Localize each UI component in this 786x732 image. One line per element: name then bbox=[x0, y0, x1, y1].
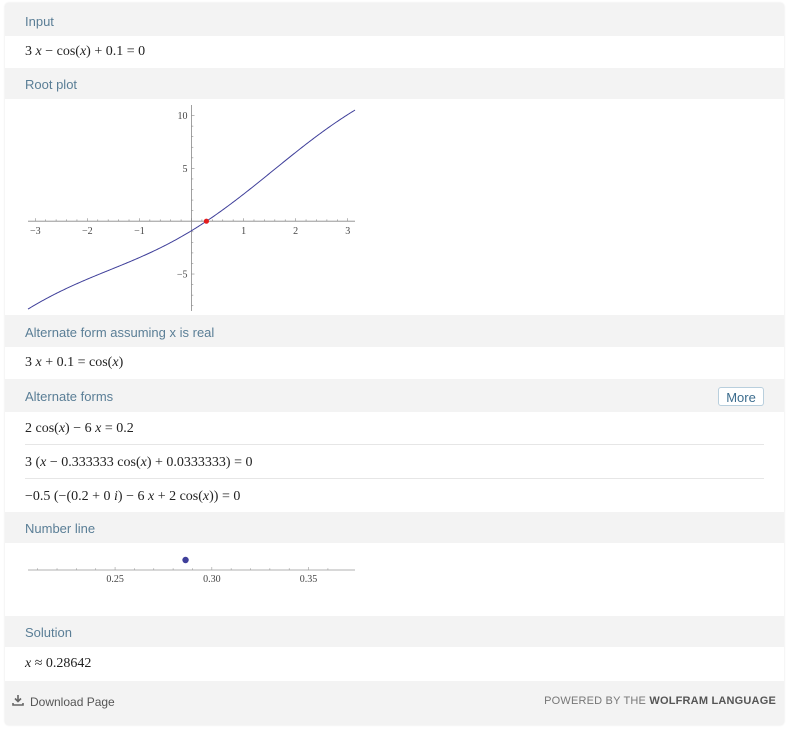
alternate-form-1: 2 cos(x) − 6 x = 0.2 bbox=[25, 421, 134, 436]
pod-title-alternate-forms: Alternate forms bbox=[25, 389, 114, 404]
number-line-point bbox=[182, 556, 189, 564]
pod-header-input: Input bbox=[5, 3, 784, 36]
y-tick-label: −5 bbox=[177, 270, 188, 281]
pod-title-solution: Solution bbox=[25, 625, 72, 640]
download-page-button[interactable]: Download Page bbox=[12, 694, 115, 709]
pod-title-alternate-real: Alternate form assuming x is real bbox=[25, 325, 215, 340]
x-tick-label: −2 bbox=[82, 226, 93, 237]
download-page-label: Download Page bbox=[30, 694, 115, 709]
powered-brand: WOLFRAM LANGUAGE bbox=[649, 695, 776, 707]
divider bbox=[25, 444, 764, 445]
root-plot-chart: −3 −2 −1 1 2 3 10 5 −5 bbox=[27, 105, 356, 311]
number-line-chart: 0.25 0.30 0.35 bbox=[28, 556, 355, 585]
pod-header-alternate-forms: Alternate forms More bbox=[5, 379, 784, 412]
result-panel: Input 3 x − cos(x) + 0.1 = 0 Root plot −… bbox=[5, 3, 784, 725]
number-line-tick-label: 0.25 bbox=[106, 574, 124, 585]
pod-content-alternate-forms: 2 cos(x) − 6 x = 0.2 3 (x − 0.333333 cos… bbox=[5, 412, 784, 512]
input-expression: 3 x − cos(x) + 0.1 = 0 bbox=[25, 44, 146, 59]
pod-header-number-line: Number line bbox=[5, 512, 784, 543]
pod-header-alternate-real: Alternate form assuming x is real bbox=[5, 315, 784, 347]
pod-title-number-line: Number line bbox=[25, 521, 96, 536]
alternate-form-3: −0.5 (−(0.2 + 0 i) − 6 x + 2 cos(x)) = 0 bbox=[25, 489, 241, 504]
alternate-form-2: 3 (x − 0.333333 cos(x) + 0.0333333) = 0 bbox=[25, 455, 253, 470]
pod-content-input: 3 x − cos(x) + 0.1 = 0 bbox=[5, 36, 784, 68]
y-tick-label: 5 bbox=[183, 164, 188, 175]
number-line-tick-label: 0.30 bbox=[203, 574, 221, 585]
x-tick-label: 3 bbox=[345, 226, 350, 237]
pod-content-solution: x ≈ 0.28642 bbox=[5, 647, 784, 681]
powered-prefix: POWERED BY THE bbox=[544, 695, 647, 707]
pod-content-root-plot: −3 −2 −1 1 2 3 10 5 −5 bbox=[5, 99, 784, 315]
root-point bbox=[203, 218, 210, 224]
root-plot-curve bbox=[27, 109, 356, 310]
download-icon bbox=[12, 694, 24, 709]
pod-title-root-plot: Root plot bbox=[25, 77, 78, 92]
x-tick-label: 2 bbox=[293, 226, 298, 237]
pod-content-alternate-real: 3 x + 0.1 = cos(x) bbox=[5, 347, 784, 379]
powered-by: POWERED BY THE WOLFRAM LANGUAGE bbox=[544, 695, 776, 707]
pod-header-root-plot: Root plot bbox=[5, 68, 784, 99]
x-tick-label: −1 bbox=[134, 226, 145, 237]
y-tick-label: 10 bbox=[178, 111, 188, 122]
pod-title-input: Input bbox=[25, 14, 54, 29]
number-line-tick-label: 0.35 bbox=[300, 574, 318, 585]
alternate-real-expression: 3 x + 0.1 = cos(x) bbox=[25, 355, 124, 370]
solution-expression: x ≈ 0.28642 bbox=[25, 656, 92, 671]
x-tick-label: 1 bbox=[241, 226, 246, 237]
x-tick-label: −3 bbox=[30, 226, 41, 237]
pod-header-solution: Solution bbox=[5, 616, 784, 647]
divider bbox=[25, 478, 764, 479]
more-button[interactable]: More bbox=[718, 387, 764, 406]
pod-content-number-line: 0.25 0.30 0.35 bbox=[5, 543, 784, 616]
